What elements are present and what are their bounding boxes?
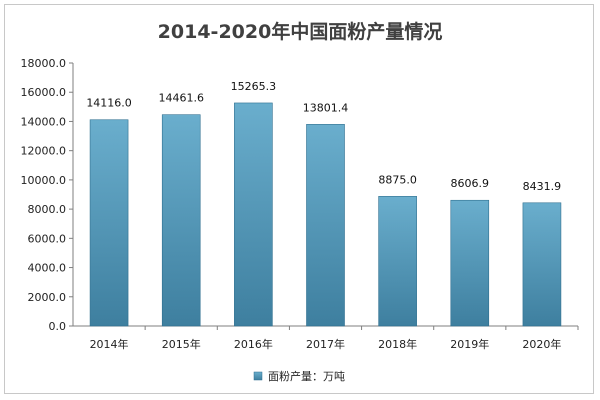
x-tick-label: 2016年 (234, 337, 273, 351)
plot-area: 0.0 2000.0 4000.0 6000.0 8000.0 10000.0 12000.… (21, 57, 579, 351)
x-tick-label: 2019年 (450, 337, 489, 351)
y-tick-label: 2000.0 (28, 291, 67, 304)
x-tick-label: 2017年 (306, 337, 345, 351)
y-tick-label: 0.0 (49, 320, 67, 333)
bar (234, 102, 273, 327)
data-label: 13801.4 (303, 101, 349, 114)
bar (89, 119, 129, 327)
data-label: 15265.3 (231, 80, 277, 93)
x-tick-label: 2018年 (378, 337, 417, 351)
x-tick-label: 2015年 (162, 337, 201, 351)
y-tick-label: 18000.0 (21, 57, 67, 70)
data-label: 8431.9 (523, 180, 562, 193)
y-tick-label: 4000.0 (28, 262, 67, 275)
legend: 面粉产量：万吨 (253, 369, 345, 383)
y-tick-label: 10000.0 (21, 174, 67, 187)
y-tick-label: 14000.0 (21, 115, 67, 128)
chart-title: 2014-2020年中国面粉产量情况 (158, 20, 443, 43)
data-label: 14116.0 (86, 97, 132, 110)
bar (522, 202, 562, 327)
legend-swatch (253, 371, 263, 381)
bar (378, 196, 417, 327)
x-tick-label: 2014年 (90, 337, 129, 351)
bar (450, 199, 490, 327)
legend-label: 面粉产量：万吨 (268, 369, 345, 383)
data-label: 8606.9 (451, 177, 490, 190)
y-tick-label: 8000.0 (28, 203, 67, 216)
y-tick-label: 16000.0 (21, 86, 67, 99)
bar (306, 124, 345, 327)
y-tick-label: 6000.0 (28, 232, 67, 245)
y-tick-label: 12000.0 (21, 145, 67, 158)
data-label: 14461.6 (158, 92, 204, 105)
x-tick-label: 2020年 (522, 337, 561, 351)
data-label: 8875.0 (378, 173, 417, 186)
bar (161, 114, 201, 327)
